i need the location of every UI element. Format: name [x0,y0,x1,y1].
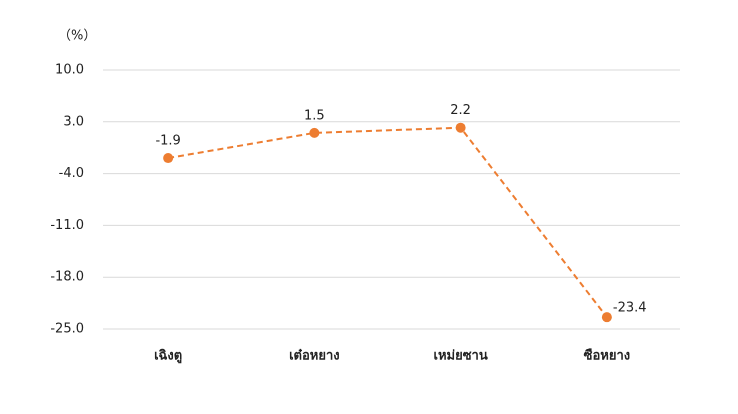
x-tick-label: เต๋อหยาง [289,348,340,364]
data-label: -23.4 [613,301,647,316]
marker [455,122,466,133]
x-tick-label: ซือหยาง [584,348,630,364]
y-axis-unit: （%） [58,29,96,44]
y-tick-label: -25.0 [50,322,84,337]
x-tick-label: เฉิงตู [154,349,182,364]
marker [601,312,612,323]
line [167,126,608,318]
x-tick-label: เหม่ยซาน [434,349,488,364]
data-label: 2.2 [450,103,471,118]
y-tick-label: -11.0 [50,218,84,233]
data-label: 1.5 [304,108,325,123]
y-tick-label: 10.0 [55,63,84,78]
marker [163,153,174,164]
y-tick-label: 3.0 [63,114,84,129]
y-tick-label: -4.0 [59,166,84,181]
data-label: -1.9 [155,134,180,149]
y-tick-label: -18.0 [50,270,84,285]
marker [309,127,320,138]
